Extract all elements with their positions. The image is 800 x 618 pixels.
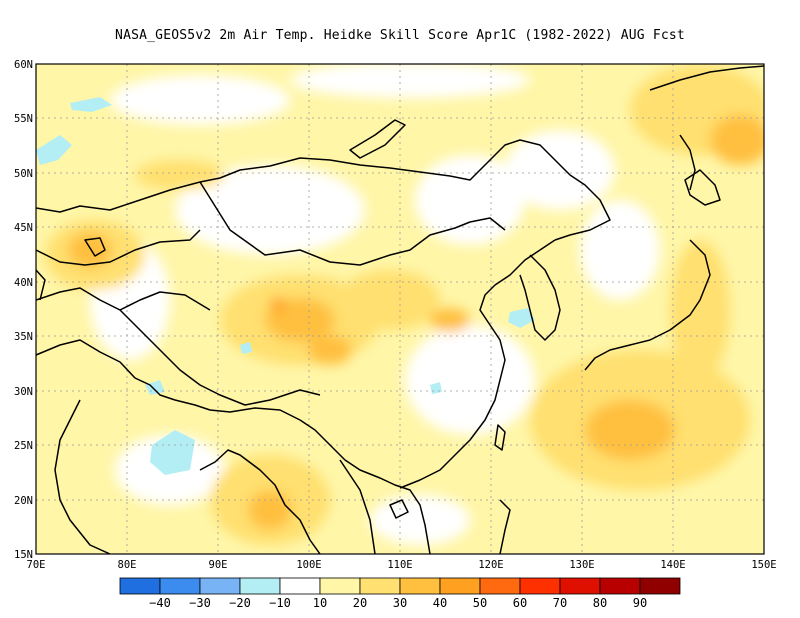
colorbar-label: −40 bbox=[149, 596, 171, 610]
colorbar-swatch bbox=[119, 577, 161, 595]
colorbar-swatch bbox=[399, 577, 441, 595]
colorbar-label: 40 bbox=[433, 596, 447, 610]
lon-tick-label: 80E bbox=[118, 559, 137, 571]
map-field bbox=[36, 64, 764, 554]
field-patches bbox=[45, 64, 764, 545]
lat-tick-label: 20N bbox=[14, 495, 33, 507]
lat-tick-label: 40N bbox=[14, 277, 33, 289]
colorbar-label: 20 bbox=[353, 596, 367, 610]
colorbar-label: 90 bbox=[633, 596, 647, 610]
colorbar-swatch bbox=[359, 577, 401, 595]
lon-tick-label: 110E bbox=[387, 559, 412, 571]
colorbar-swatch bbox=[319, 577, 361, 595]
colorbar-swatch bbox=[279, 577, 321, 595]
colorbar-label: −10 bbox=[269, 596, 291, 610]
coastlines-and-borders bbox=[36, 65, 764, 554]
colorbar-label: 30 bbox=[393, 596, 407, 610]
graticule bbox=[36, 64, 764, 554]
colorbar-swatch bbox=[159, 577, 201, 595]
lat-tick-label: 50N bbox=[14, 168, 33, 180]
lon-tick-label: 140E bbox=[660, 559, 685, 571]
colorbar-swatch bbox=[439, 577, 481, 595]
colorbar-swatch bbox=[559, 577, 601, 595]
colorbar-label: −30 bbox=[189, 596, 211, 610]
latitude-tick-labels: 15N 20N 25N 30N 35N 40N 45N 50N 55N 60N bbox=[14, 59, 33, 561]
lon-tick-label: 120E bbox=[478, 559, 503, 571]
colorbar-swatch bbox=[479, 577, 521, 595]
colorbar-label: 60 bbox=[513, 596, 527, 610]
colorbar-swatch bbox=[639, 577, 681, 595]
lat-tick-label: 30N bbox=[14, 386, 33, 398]
colorbar-label: 10 bbox=[313, 596, 327, 610]
negative-skill-spots bbox=[36, 97, 535, 475]
map-frame bbox=[35, 63, 765, 555]
lat-tick-label: 15N bbox=[14, 549, 33, 561]
colorbar-label: 70 bbox=[553, 596, 567, 610]
longitude-tick-labels: 70E 80E 90E 100E 110E 120E 130E 140E 150… bbox=[27, 559, 777, 571]
colorbar-swatch bbox=[519, 577, 561, 595]
lon-tick-label: 90E bbox=[209, 559, 228, 571]
colorbar-label: −20 bbox=[229, 596, 251, 610]
lon-tick-label: 130E bbox=[569, 559, 594, 571]
lat-tick-label: 60N bbox=[14, 59, 33, 71]
colorbar: −40 −30 −20 −10 10 20 30 40 50 60 70 80 90 bbox=[119, 577, 681, 610]
lon-tick-label: 70E bbox=[27, 559, 46, 571]
lon-tick-label: 100E bbox=[296, 559, 321, 571]
lat-tick-label: 35N bbox=[14, 331, 33, 343]
lon-tick-label: 150E bbox=[751, 559, 776, 571]
colorbar-swatch bbox=[239, 577, 281, 595]
lat-tick-label: 45N bbox=[14, 222, 33, 234]
colorbar-swatch bbox=[599, 577, 641, 595]
colorbar-label: 50 bbox=[473, 596, 487, 610]
colorbar-label: 80 bbox=[593, 596, 607, 610]
lat-tick-label: 25N bbox=[14, 440, 33, 452]
chart-title: NASA_GEOS5v2 2m Air Temp. Heidke Skill S… bbox=[115, 28, 685, 43]
colorbar-swatch bbox=[199, 577, 241, 595]
lat-tick-label: 55N bbox=[14, 113, 33, 125]
